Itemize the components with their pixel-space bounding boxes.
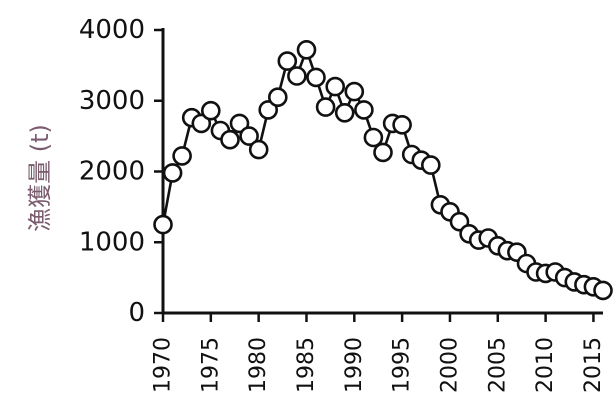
data-point xyxy=(172,146,192,166)
x-tick-label: 1995 xyxy=(390,337,415,393)
data-point xyxy=(344,81,365,102)
x-tick-label: 1985 xyxy=(294,337,319,393)
y-tick-label: 2000 xyxy=(79,157,145,187)
data-point xyxy=(306,67,326,88)
data-point xyxy=(162,163,183,183)
series-line xyxy=(161,45,604,292)
data-point xyxy=(191,113,212,134)
x-tick-label: 2005 xyxy=(485,337,510,393)
x-tick-label: 2015 xyxy=(581,337,606,393)
data-point xyxy=(229,113,250,134)
data-point xyxy=(239,126,259,146)
data-point xyxy=(373,142,393,163)
data-point xyxy=(325,76,346,97)
data-point xyxy=(315,97,336,117)
x-tick-label: 2000 xyxy=(437,337,462,393)
data-point xyxy=(258,100,279,120)
y-tick-label: 4000 xyxy=(79,15,145,45)
data-point xyxy=(420,155,441,175)
x-tick-label: 1970 xyxy=(151,337,176,393)
y-tick-label: 0 xyxy=(128,298,145,328)
data-point xyxy=(153,214,173,235)
data-point xyxy=(334,103,355,123)
data-point xyxy=(201,100,221,121)
x-tick-label: 1975 xyxy=(198,337,223,393)
y-axis-label: 漁獲量 (t) xyxy=(26,124,54,232)
x-tick-label: 1990 xyxy=(342,337,367,393)
data-point xyxy=(593,280,613,301)
data-point xyxy=(363,127,384,148)
data-point xyxy=(277,51,298,71)
data-point xyxy=(287,66,307,86)
data-point xyxy=(248,139,269,160)
x-tick-label: 1980 xyxy=(246,337,271,393)
data-point xyxy=(296,39,317,60)
y-tick-label: 1000 xyxy=(79,227,145,257)
data-point xyxy=(267,87,288,107)
data-point xyxy=(392,115,412,135)
y-tick-label: 3000 xyxy=(79,86,145,116)
x-tick-label: 2010 xyxy=(533,337,558,393)
data-point xyxy=(354,100,374,120)
data-point xyxy=(220,129,240,150)
